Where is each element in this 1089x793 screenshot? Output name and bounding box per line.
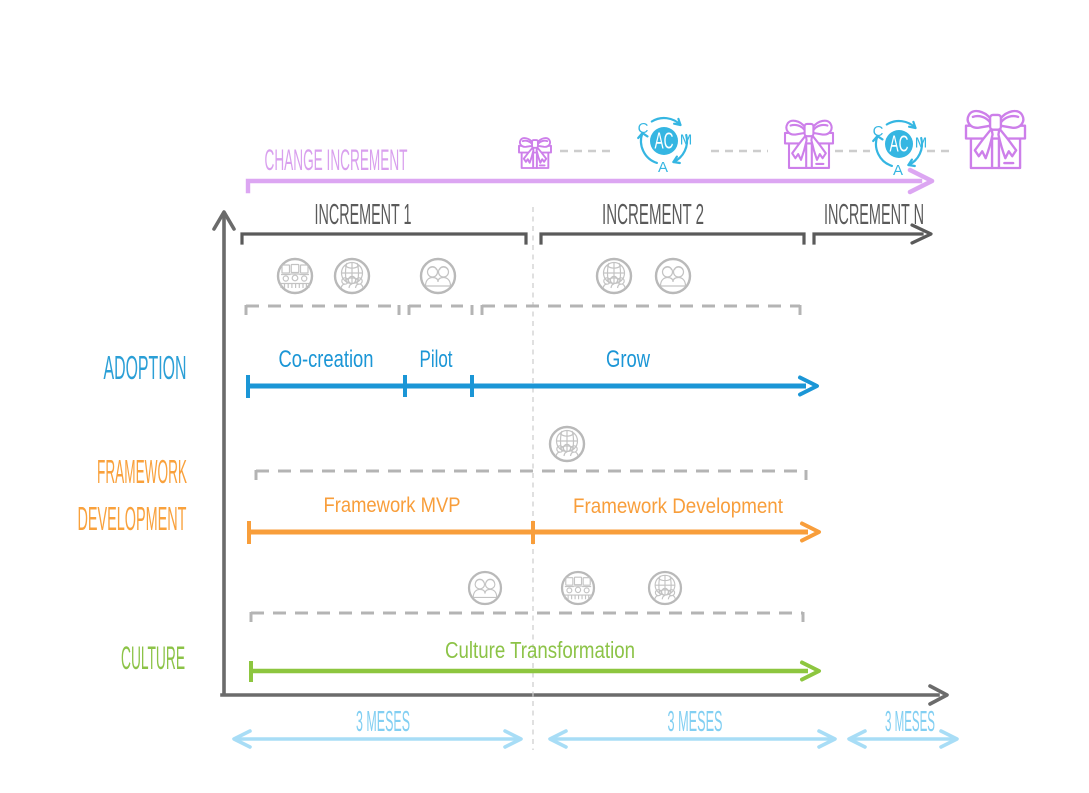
svg-text:3 MESES: 3 MESES <box>885 706 935 738</box>
svg-text:INCREMENT 2: INCREMENT 2 <box>602 199 704 231</box>
svg-text:3 MESES: 3 MESES <box>356 706 410 738</box>
svg-text:ADOPTION: ADOPTION <box>104 349 187 386</box>
svg-text:INCREMENT 1: INCREMENT 1 <box>315 199 412 231</box>
svg-text:DEVELOPMENT: DEVELOPMENT <box>78 500 187 537</box>
svg-text:Grow: Grow <box>606 346 651 373</box>
svg-text:Pilot: Pilot <box>420 346 453 373</box>
svg-text:Framework Development: Framework Development <box>573 495 783 518</box>
svg-text:Culture Transformation: Culture Transformation <box>445 637 635 663</box>
svg-text:CULTURE: CULTURE <box>121 640 185 676</box>
svg-text:Framework MVP: Framework MVP <box>324 494 461 517</box>
svg-text:3 MESES: 3 MESES <box>668 706 723 738</box>
svg-text:CHANGE INCREMENT: CHANGE INCREMENT <box>265 144 408 177</box>
svg-text:INCREMENT N: INCREMENT N <box>824 199 924 231</box>
svg-text:Co-creation: Co-creation <box>279 346 374 373</box>
svg-text:FRAMEWORK: FRAMEWORK <box>97 453 187 490</box>
